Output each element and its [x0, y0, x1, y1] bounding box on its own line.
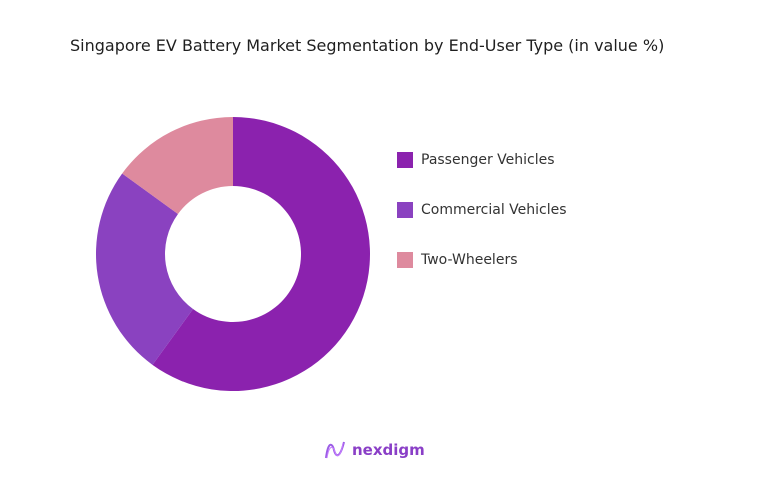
donut-slice-commercial-vehicles	[95, 173, 194, 365]
chart-title: Singapore EV Battery Market Segmentation…	[70, 36, 665, 55]
legend-swatch	[397, 152, 413, 168]
legend-label: Two-Wheelers	[421, 252, 518, 268]
legend-label: Passenger Vehicles	[421, 152, 555, 168]
legend-swatch	[397, 252, 413, 268]
donut-slice-two-wheelers	[122, 117, 233, 215]
legend: Passenger Vehicles Commercial Vehicles T…	[397, 150, 567, 300]
logo-text: nexdigm	[352, 441, 425, 459]
donut-slice-passenger-vehicles	[152, 117, 370, 391]
nexdigm-logo: nexdigm	[324, 440, 425, 460]
legend-label: Commercial Vehicles	[421, 202, 567, 218]
legend-item: Commercial Vehicles	[397, 200, 567, 220]
legend-item: Passenger Vehicles	[397, 150, 567, 170]
legend-swatch	[397, 202, 413, 218]
logo-wave-icon	[325, 441, 345, 459]
legend-item: Two-Wheelers	[397, 250, 567, 270]
